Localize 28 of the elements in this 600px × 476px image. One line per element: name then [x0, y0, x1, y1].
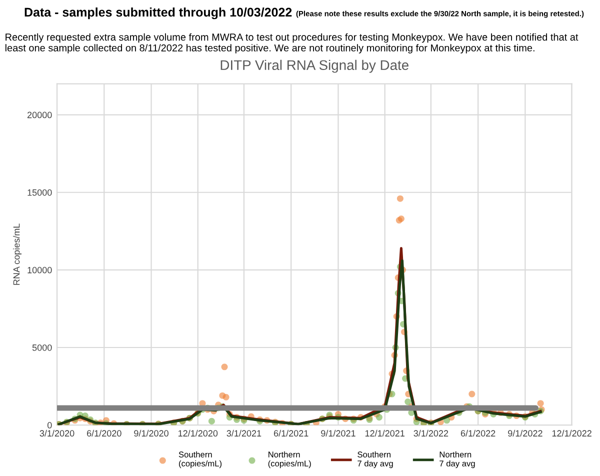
legend-label: Northern 7 day avg [440, 451, 475, 468]
x-tick-label: 6/1/2021 [274, 430, 308, 437]
legend-label: Northern (copies/mL) [268, 451, 311, 468]
chart-title: DITP Viral RNA Signal by Date [220, 60, 408, 73]
legend-label: Southern (copies/mL) [178, 451, 222, 468]
x-tick-label: 6/1/2022 [460, 430, 496, 437]
y-tick-label: 15000 [28, 189, 52, 196]
legend-label: Southern 7 day avg [358, 451, 393, 468]
x-tick-label: 3/1/2022 [414, 430, 448, 437]
y-tick-label: 20000 [27, 112, 52, 118]
x-tick-label: 3/1/2020 [40, 430, 74, 437]
y-tick-label: 10000 [28, 266, 52, 274]
x-tick-label: 12/1/2022 [552, 430, 592, 437]
point [404, 398, 412, 406]
point [208, 418, 215, 424]
x-tick-label: 12/1/2021 [365, 430, 404, 437]
x-tick-label: 9/1/2021 [321, 430, 356, 437]
x-tick-label: 3/1/2021 [226, 430, 262, 437]
y-axis-title: RNA copies/mL [13, 224, 22, 285]
x-tick-label: 9/1/2020 [134, 430, 168, 437]
point [376, 414, 382, 421]
x-tick-label: 9/1/2022 [508, 430, 542, 437]
y-tick-label: 5000 [32, 344, 52, 351]
x-tick-label: 6/1/2020 [87, 430, 122, 437]
text: Data - samples submitted through 10/03/2022 [24, 7, 292, 20]
text: Recently requested extra sample volume from MWRA to test out procedures for testing Monkeypox. We have been notified that at least one sample collected on 8/11/2022 has tested positive. We are not routinely monitoring for Monkeypox at this time. [5, 33, 578, 54]
x-tick-label: 12/1/2020 [178, 430, 218, 437]
y-tick-label: 0 [47, 422, 52, 428]
